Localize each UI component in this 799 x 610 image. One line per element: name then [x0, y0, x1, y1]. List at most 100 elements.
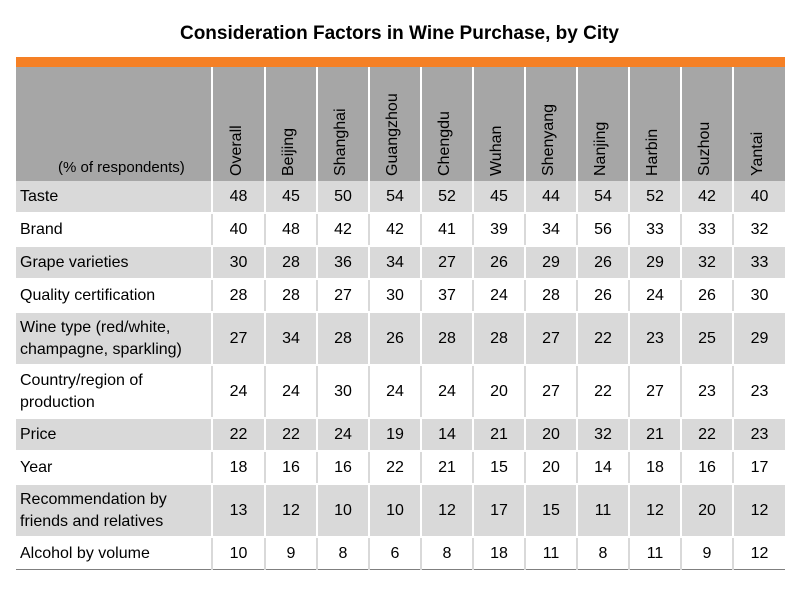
table-cell: 10 — [212, 537, 266, 570]
table-cell: 48 — [265, 213, 318, 247]
table-row: Alcohol by volume 10 9 8 6 8 18 11 8 11 9 12 — [16, 537, 785, 570]
table-cell: 12 — [265, 484, 318, 538]
table-cell: 32 — [733, 213, 785, 247]
column-header: Shenyang — [525, 67, 578, 181]
table-row: Quality certification 28 28 27 30 37 24 28 26 24 2… — [16, 279, 785, 313]
table-cell: 24 — [265, 365, 318, 419]
column-header-label: Beijing — [280, 127, 297, 176]
column-header: Chengdu — [421, 67, 474, 181]
table-cell: 37 — [421, 279, 474, 313]
table-cell: 26 — [473, 246, 526, 280]
table-cell: 13 — [212, 484, 266, 538]
column-header-label: Suzhou — [696, 121, 713, 176]
table-cell: 21 — [473, 418, 526, 452]
table-cell: 45 — [265, 181, 318, 214]
table-cell: 41 — [421, 213, 474, 247]
table-cell: 40 — [212, 213, 266, 247]
table-cell: 8 — [317, 537, 370, 570]
row-label: Year — [16, 451, 213, 485]
table-cell: 18 — [629, 451, 682, 485]
table-cell: 33 — [681, 213, 734, 247]
table-cell: 34 — [265, 312, 318, 366]
table-row: Country/region of production 24 24 30 24 24 20… — [16, 365, 785, 419]
table-cell: 45 — [473, 181, 526, 214]
table-cell: 29 — [733, 312, 785, 366]
column-header-label: Overall — [227, 125, 245, 176]
column-header: Wuhan — [473, 67, 526, 181]
table-cell: 24 — [212, 365, 266, 419]
table-cell: 34 — [369, 246, 422, 280]
row-label: Country/region of production — [16, 365, 213, 419]
table-cell: 30 — [733, 279, 785, 313]
table-cell: 28 — [525, 279, 578, 313]
column-header-label: Shanghai — [332, 108, 349, 176]
table-cell: 29 — [629, 246, 682, 280]
table-cell: 11 — [525, 537, 578, 570]
table-cell: 56 — [577, 213, 630, 247]
table-cell: 28 — [212, 279, 266, 313]
column-header: Yantai — [733, 67, 785, 181]
table-row: Recommendation by friends and relatives 1… — [16, 484, 785, 538]
table-cell: 24 — [369, 365, 422, 419]
table-cell: 27 — [317, 279, 370, 313]
table-cell: 27 — [421, 246, 474, 280]
column-header: Shanghai — [317, 67, 370, 181]
table-cell: 12 — [629, 484, 682, 538]
table-cell: 11 — [577, 484, 630, 538]
unit-label-cell: (% of respondents) — [16, 67, 213, 181]
table-cell: 21 — [421, 451, 474, 485]
column-header: Harbin — [629, 67, 682, 181]
column-header-label: Chengdu — [436, 111, 453, 176]
table-cell: 24 — [473, 279, 526, 313]
table-cell: 27 — [629, 365, 682, 419]
table-cell: 54 — [577, 181, 630, 214]
table-cell: 52 — [421, 181, 474, 214]
table-cell: 12 — [733, 484, 785, 538]
column-header: Guangzhou — [369, 67, 422, 181]
row-label: Taste — [16, 181, 213, 214]
table-cell: 26 — [369, 312, 422, 366]
table-cell: 27 — [525, 365, 578, 419]
table-cell: 27 — [212, 312, 266, 366]
table-cell: 30 — [317, 365, 370, 419]
table-cell: 11 — [629, 537, 682, 570]
table-cell: 29 — [525, 246, 578, 280]
header-row: (% of respondents) Overall Beijing Shangha… — [16, 67, 785, 181]
column-header-label: Wuhan — [488, 125, 505, 176]
table-row: Wine type (red/white, champagne, sparkli… — [16, 312, 785, 366]
table-cell: 48 — [212, 181, 266, 214]
row-label: Alcohol by volume — [16, 537, 213, 570]
column-header-label: Nanjing — [592, 121, 609, 176]
column-header: Nanjing — [577, 67, 630, 181]
table-cell: 8 — [577, 537, 630, 570]
table-cell: 36 — [317, 246, 370, 280]
table-cell: 30 — [369, 279, 422, 313]
table-cell: 22 — [577, 312, 630, 366]
column-header-label: Guangzhou — [384, 93, 401, 176]
table-cell: 28 — [265, 279, 318, 313]
table-cell: 21 — [629, 418, 682, 452]
row-label: Recommendation by friends and relatives — [16, 484, 213, 538]
table-cell: 28 — [421, 312, 474, 366]
table-cell: 34 — [525, 213, 578, 247]
row-label: Wine type (red/white, champagne, sparkli… — [16, 312, 213, 366]
table-cell: 20 — [473, 365, 526, 419]
column-header: Overall — [212, 67, 266, 181]
table-cell: 28 — [265, 246, 318, 280]
table-row: Grape varieties 30 28 36 34 27 26 29 26 29 32 33 — [16, 246, 785, 280]
table-cell: 22 — [577, 365, 630, 419]
table-cell: 14 — [421, 418, 474, 452]
table-cell: 26 — [577, 279, 630, 313]
table-cell: 10 — [369, 484, 422, 538]
table-cell: 19 — [369, 418, 422, 452]
table-cell: 26 — [577, 246, 630, 280]
table-cell: 20 — [525, 451, 578, 485]
table-cell: 52 — [629, 181, 682, 214]
table-cell: 12 — [733, 537, 785, 570]
table-cell: 32 — [577, 418, 630, 452]
table-cell: 54 — [369, 181, 422, 214]
table-row: Year 18 16 16 22 21 15 20 14 18 16 17 — [16, 451, 785, 485]
column-header-label: Yantai — [748, 131, 766, 176]
table-cell: 24 — [629, 279, 682, 313]
table-cell: 24 — [421, 365, 474, 419]
